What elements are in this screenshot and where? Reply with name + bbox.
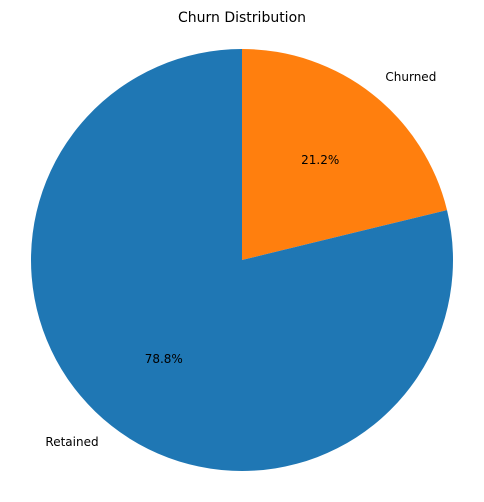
slice-label-retained: Retained [45,435,98,449]
pct-label-retained: 78.8% [145,352,183,366]
pie-slice-churned [242,49,448,260]
pct-label-churned: 21.2% [301,153,339,167]
chart-title: Churn Distribution [178,10,306,26]
pie-slice-retained [31,49,454,472]
labels-layer: Churned 21.2% Retained 78.8% [45,70,436,449]
slice-label-churned: Churned [385,70,436,84]
slices-layer [31,49,454,472]
